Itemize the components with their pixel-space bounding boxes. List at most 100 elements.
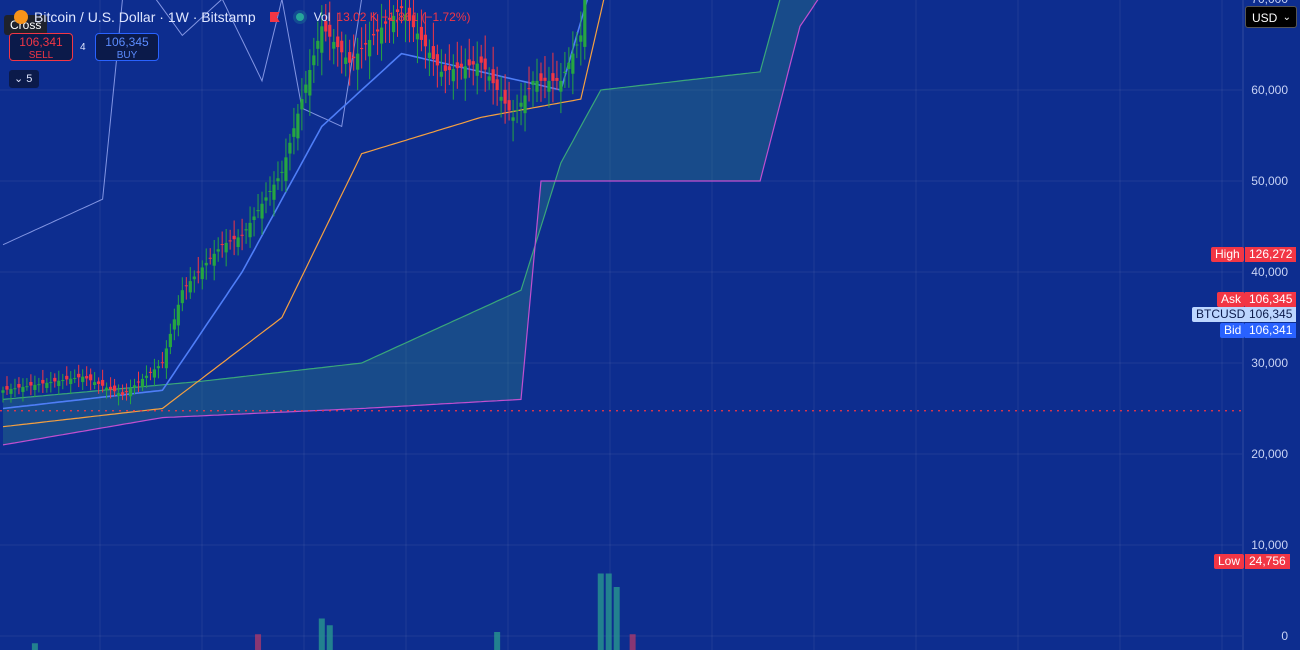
candle — [563, 51, 567, 88]
y-tick-label: 10,000 — [1251, 538, 1288, 552]
candle — [411, 0, 416, 43]
candle — [260, 191, 264, 235]
candle — [264, 182, 268, 214]
candle — [304, 70, 308, 104]
candle — [308, 49, 312, 116]
candle — [284, 138, 288, 193]
candle — [451, 54, 455, 100]
candle — [559, 63, 563, 114]
candle — [180, 277, 184, 312]
candle — [33, 375, 37, 398]
bid-label: Bid — [1220, 323, 1246, 338]
candle — [443, 53, 447, 94]
candle — [112, 378, 117, 397]
candle — [340, 31, 344, 74]
candle — [447, 44, 451, 86]
y-tick-label: 50,000 — [1251, 174, 1288, 188]
volume-bar — [613, 587, 620, 650]
candle — [368, 21, 372, 80]
candle — [579, 11, 583, 66]
sell-button[interactable]: 106,341 SELL — [9, 33, 73, 61]
candle — [415, 13, 420, 64]
candle — [312, 37, 316, 83]
sell-label: SELL — [28, 50, 54, 61]
candle — [427, 39, 431, 77]
flag-icon[interactable] — [269, 12, 280, 22]
spread-value: 4 — [80, 42, 86, 53]
candle — [479, 44, 483, 79]
candle — [57, 370, 61, 395]
candle — [21, 378, 25, 402]
ma-slow-line — [2, 0, 605, 428]
reference-lines — [0, 410, 1242, 412]
ask-label: Ask — [1217, 292, 1246, 307]
candle — [535, 58, 539, 103]
volume-bar — [629, 634, 636, 650]
candle — [555, 60, 559, 91]
candle — [399, 0, 404, 24]
candle — [61, 373, 65, 390]
candle — [515, 94, 519, 124]
candle — [216, 237, 220, 262]
volume-bar — [605, 573, 612, 650]
candle — [73, 369, 77, 384]
volume-bar — [255, 634, 262, 650]
low-label: Low — [1214, 554, 1245, 569]
candle — [403, 0, 408, 43]
candle — [344, 34, 348, 77]
candle — [280, 160, 284, 192]
indicators-count: 5 — [26, 73, 33, 85]
candle — [435, 44, 439, 88]
candle — [65, 366, 69, 386]
candle — [272, 171, 276, 217]
volume-bars — [31, 573, 636, 650]
indicators-toggle[interactable]: ⌄ 5 — [9, 70, 39, 88]
candle — [387, 0, 392, 44]
buy-label: BUY — [116, 50, 138, 61]
candle — [17, 377, 21, 395]
candle — [128, 379, 133, 405]
candle — [256, 193, 260, 219]
candle — [41, 369, 45, 393]
candle — [511, 99, 515, 142]
candle — [407, 0, 412, 43]
high-value: 126,272 — [1245, 247, 1297, 262]
candle — [120, 384, 125, 401]
candle — [97, 377, 101, 394]
y-tick-label: 30,000 — [1251, 356, 1288, 370]
candle — [296, 104, 300, 151]
candle — [184, 277, 188, 300]
candle — [25, 378, 29, 391]
candle — [383, 9, 388, 43]
candle — [152, 358, 157, 386]
candle — [200, 260, 204, 290]
candle — [379, 3, 384, 61]
candle — [105, 382, 109, 399]
candle — [228, 229, 232, 250]
candle — [124, 383, 129, 401]
candle — [531, 71, 535, 107]
candle — [13, 378, 17, 398]
y-tick-label: 70,000 — [1251, 0, 1288, 6]
candle — [324, 3, 328, 42]
candle — [192, 270, 196, 293]
buy-button[interactable]: 106,345 BUY — [95, 33, 159, 61]
low-value: 24,756 — [1245, 554, 1290, 569]
candle — [300, 78, 304, 131]
buy-price: 106,345 — [105, 35, 149, 49]
currency-select[interactable]: USD ⌄ — [1245, 6, 1297, 28]
symbol-label: BTCUSD — [1192, 307, 1250, 322]
candle — [360, 27, 364, 69]
candle — [89, 368, 93, 391]
candle — [348, 39, 352, 86]
candle — [459, 45, 463, 80]
candle — [9, 383, 13, 403]
currency-value: USD — [1252, 11, 1278, 25]
market-status-icon — [295, 13, 304, 21]
candle — [224, 228, 228, 267]
volume-bar — [597, 573, 604, 650]
candle — [116, 384, 121, 406]
symbol-title[interactable]: Bitcoin / U.S. Dollar · 1W · Bitstamp — [34, 9, 256, 25]
candle — [575, 32, 579, 59]
